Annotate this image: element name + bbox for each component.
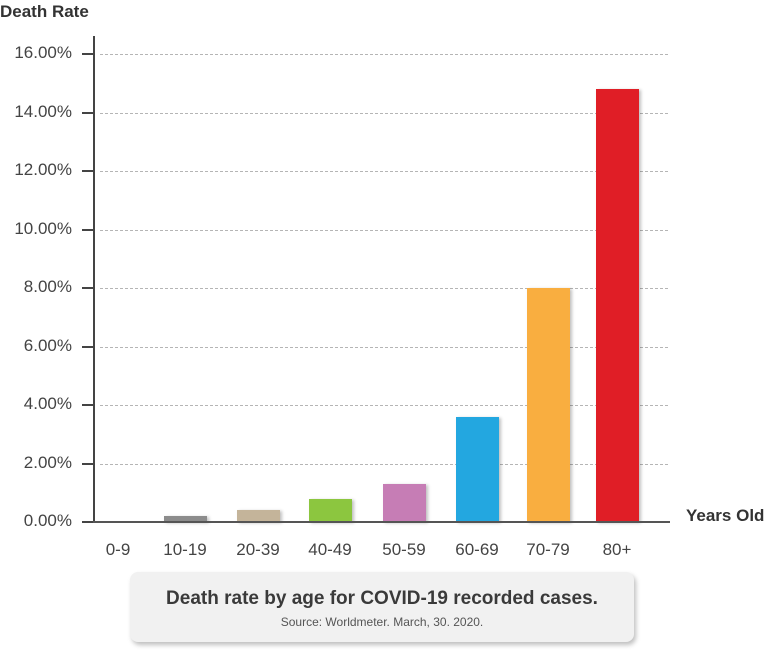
y-tick-label: 0.00% [23,511,72,530]
bar-20-39 [237,510,280,522]
x-tick-label: 50-59 [382,540,426,559]
y-tick-mark [82,462,94,465]
y-tick-label: 14.00% [14,101,72,121]
bar-80-plus [596,89,639,522]
gridline [100,288,668,289]
y-tick-mark [82,170,94,172]
y-axis-line [93,36,95,523]
y-tick-mark [82,111,94,114]
y-tick-mark [82,228,94,231]
y-tick-mark [82,404,94,406]
gridline [100,346,668,348]
gridline [100,54,668,55]
y-tick-mark [82,521,94,523]
gridline [100,229,668,231]
y-tick-mark [82,287,94,289]
chart-caption-box: Death rate by age for COVID-19 recorded … [130,572,634,642]
x-tick-label: 70-79 [526,540,570,559]
y-tick-label: 8.00% [23,277,72,296]
x-tick-label: 60-69 [455,540,499,559]
y-axis-title: Death Rate [0,2,89,21]
x-tick-label: 10-19 [163,540,207,559]
bar-10-19 [164,516,207,522]
y-tick-label: 10.00% [14,218,72,238]
y-tick-label: 16.00% [14,43,72,62]
gridline [100,405,668,406]
bar-70-79 [527,288,570,522]
y-tick-label: 6.00% [23,335,72,355]
x-tick-label: 0-9 [105,540,131,559]
x-axis-title: Years Old [686,506,765,525]
x-tick-label: 40-49 [308,540,352,559]
gridline [100,171,668,172]
y-tick-label: 2.00% [23,452,72,472]
x-axis-line [93,521,670,523]
bar-50-59 [383,483,426,522]
bar-60-69 [456,416,499,522]
y-tick-label: 12.00% [14,160,72,179]
x-tick-label: 80+ [602,540,632,559]
gridline [100,112,668,114]
bar-40-49 [309,498,352,522]
gridline [100,463,668,465]
y-tick-mark [82,345,94,348]
chart-title: Death rate by age for COVID-19 recorded … [166,588,598,609]
y-tick-mark [82,53,94,55]
chart-source: Source: Worldmeter. March, 30. 2020. [280,615,484,629]
y-tick-label: 4.00% [23,394,72,413]
x-tick-label: 20-39 [236,540,280,559]
